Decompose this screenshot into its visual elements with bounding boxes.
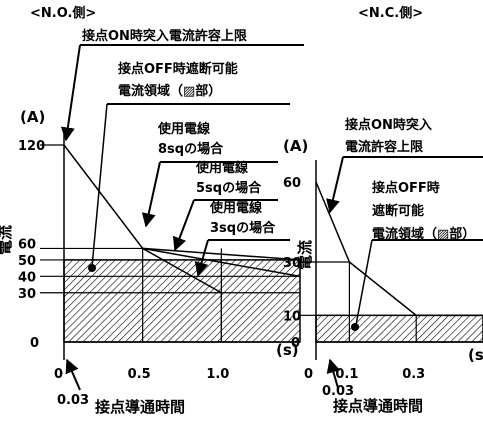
annotation-leader (355, 239, 373, 326)
chart-nc-header: <N.C.側> (358, 5, 423, 21)
chart-nc: <N.C.側> (A) (s) 接点導通時間 電流 010306000.10.3… (283, 5, 483, 415)
region-dot (88, 264, 96, 272)
wire-curve-1 (142, 247, 301, 278)
annotation-leader (91, 103, 108, 268)
x-tick-label-small: 0.03 (57, 393, 89, 408)
inrush-limit-line (315, 181, 483, 317)
x-tick-label: 1.0 (206, 367, 229, 382)
y-tick-label: 60 (18, 238, 36, 253)
region-dot (351, 323, 359, 331)
chart-nc-annotation-region: 接点OFF時遮断可能電流領域（▨部） (372, 180, 475, 242)
x-tick-label: 0 (54, 367, 63, 382)
chart-no-y-unit: (A) (20, 108, 45, 126)
small-tick-arrow (65, 358, 81, 391)
x-tick-label: 0.5 (128, 367, 151, 382)
x-tick-label: 0.1 (335, 367, 358, 382)
chart-no-x-unit: (s) (276, 341, 299, 359)
wire-curve-0 (142, 247, 301, 261)
chart-no-y-label: 電流 (0, 225, 14, 255)
y-tick-label: 120 (18, 139, 45, 154)
chart-no-annotation-inrush: 接点ON時突入電流許容上限 (82, 28, 248, 44)
chart-nc-x-unit: (s) (468, 346, 483, 364)
annotation-arrow (194, 239, 209, 277)
chart-nc-annotation-inrush: 接点ON時突入電流許容上限 (345, 117, 432, 155)
chart-nc-y-unit: (A) (283, 137, 308, 155)
chart-no-annotation-region: 接点OFF時遮断可能電流領域（▨部） (118, 61, 238, 99)
wire-label-0: 使用電線 8sqの場合 (157, 121, 224, 157)
x-tick-label: 0 (304, 367, 313, 382)
y-tick-label: 30 (283, 256, 301, 271)
annotation-text: 接点OFF時遮断可能電流領域（▨部） (372, 180, 475, 242)
chart-nc-x-label: 接点導通時間 (333, 397, 423, 415)
y-tick-label: 40 (18, 270, 36, 285)
y-tick-label: 50 (18, 254, 36, 269)
wire-label-1: 使用電線 5sqの場合 (195, 160, 262, 196)
y-tick-label: 0 (30, 336, 39, 351)
y-tick-label: 10 (283, 309, 301, 324)
chart-no-x-label: 接点導通時間 (95, 398, 185, 416)
wire-label-2: 使用電線 3sqの場合 (209, 200, 276, 236)
annotation-text: 接点OFF時遮断可能電流領域（▨部） (118, 61, 238, 99)
breaking-region (63, 259, 301, 343)
y-tick-label: 0 (291, 336, 300, 351)
small-tick-arrow (326, 358, 341, 389)
wire-curve-2 (142, 247, 222, 294)
annotation-text: 接点ON時突入電流許容上限 (345, 117, 432, 155)
annotation-arrow (60, 44, 81, 142)
y-tick-label: 60 (283, 176, 301, 191)
breaking-region (315, 314, 483, 343)
annotation-arrow (141, 161, 161, 228)
chart-no-header: <N.O.側> (30, 5, 96, 21)
x-tick-label: 0.3 (402, 367, 425, 382)
y-tick-label: 30 (18, 287, 36, 302)
x-tick-label-small: 0.03 (322, 384, 354, 399)
inrush-limit-line (63, 144, 144, 249)
annotation-arrow (172, 199, 195, 252)
annotation-arrow (326, 156, 344, 214)
